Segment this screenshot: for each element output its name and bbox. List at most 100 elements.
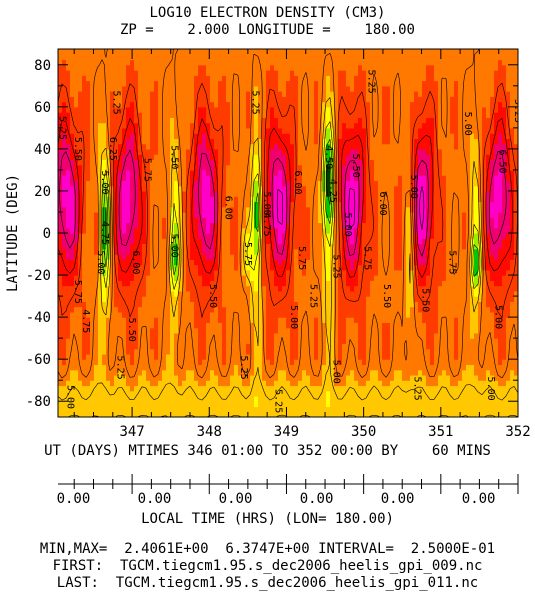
contour-cell: [198, 101, 203, 108]
contour-cell: [146, 164, 151, 171]
contour-cell: [326, 117, 331, 124]
contour-cell: [106, 317, 111, 323]
contour-cell: [238, 380, 243, 387]
contour-cell: [182, 338, 187, 344]
contour-cell: [298, 164, 303, 171]
contour-cell: [222, 301, 227, 308]
contour-cell: [78, 374, 83, 381]
contour-cell: [258, 322, 263, 329]
contour-cell: [114, 243, 119, 250]
contour-cell: [342, 296, 347, 302]
contour-cell: [210, 54, 215, 61]
contour-cell: [242, 233, 247, 239]
contour-cell: [282, 91, 287, 97]
contour-cell: [222, 196, 227, 203]
contour-cell: [146, 101, 151, 108]
contour-cell: [62, 338, 67, 344]
contour-cell: [230, 275, 235, 281]
contour-cell: [114, 101, 119, 108]
contour-cell: [74, 80, 79, 87]
contour-cell: [150, 353, 155, 360]
contour-cell: [94, 85, 99, 92]
contour-cell: [286, 85, 291, 92]
contour-cell: [322, 280, 327, 287]
contour-cell: [178, 154, 183, 160]
contour-cell: [122, 227, 127, 234]
contour-cell: [162, 259, 167, 266]
contour-cell: [174, 275, 179, 281]
contour-cell: [70, 401, 75, 408]
contour-cell: [258, 190, 263, 197]
contour-cell: [226, 80, 231, 87]
contour-cell: [130, 332, 135, 339]
contour-cell: [170, 59, 175, 66]
contour-cell: [330, 233, 335, 239]
contour-cell: [270, 338, 275, 344]
contour-cell: [214, 49, 219, 55]
contour-cell: [126, 185, 131, 192]
contour-cell: [114, 280, 119, 287]
contour-cell: [334, 175, 339, 182]
contour-cell: [218, 332, 223, 339]
contour-cell: [78, 159, 83, 166]
contour-cell: [134, 233, 139, 239]
contour-cell: [334, 196, 339, 203]
contour-cell: [90, 196, 95, 203]
contour-cell: [70, 138, 75, 145]
contour-cell: [234, 311, 239, 318]
contour-cell: [278, 117, 283, 124]
contour-cell: [302, 385, 307, 392]
contour-cell: [306, 338, 311, 344]
contour-cell: [78, 301, 83, 308]
contour-cell: [118, 348, 123, 355]
contour-cell: [310, 369, 315, 376]
contour-cell: [334, 180, 339, 187]
contour-cell: [246, 164, 251, 171]
contour-cell: [254, 411, 259, 417]
contour-cell: [170, 269, 175, 276]
contour-cell: [342, 317, 347, 323]
contour-cell: [58, 248, 63, 255]
contour-cell: [258, 264, 263, 271]
contour-cell: [210, 49, 215, 55]
contour-cell: [126, 243, 131, 250]
contour-cell: [334, 127, 339, 134]
contour-cell: [246, 101, 251, 108]
contour-cell: [210, 369, 215, 376]
contour-cell: [310, 359, 315, 366]
contour-cell: [66, 332, 71, 339]
contour-cell: [182, 332, 187, 339]
contour-cell: [214, 75, 219, 82]
contour-cell: [182, 185, 187, 192]
contour-cell: [238, 364, 243, 371]
contour-cell: [242, 217, 247, 224]
contour-cell: [174, 80, 179, 87]
contour-cell: [310, 269, 315, 276]
contour-cell: [186, 275, 191, 281]
contour-cell: [218, 385, 223, 392]
contour-cell: [298, 369, 303, 376]
contour-cell: [74, 264, 79, 271]
contour-cell: [314, 54, 319, 61]
contour-cell: [66, 106, 71, 113]
contour-cell: [246, 201, 251, 208]
contour-cell: [102, 254, 107, 260]
contour-cell: [170, 70, 175, 76]
contour-cell: [142, 148, 147, 155]
contour-cell: [118, 164, 123, 171]
contour-cell: [206, 190, 211, 197]
contour-cell: [98, 127, 103, 134]
contour-cell: [70, 133, 75, 139]
contour-cell: [118, 338, 123, 344]
contour-cell: [114, 322, 119, 329]
contour-cell: [106, 159, 111, 166]
contour-cell: [318, 254, 323, 260]
contour-cell: [262, 369, 267, 376]
contour-cell: [110, 196, 115, 203]
contour-cell: [286, 359, 291, 366]
contour-cell: [58, 390, 63, 397]
contour-cell: [166, 122, 171, 129]
contour-cell: [186, 59, 191, 66]
contour-cell: [178, 264, 183, 271]
contour-cell: [230, 296, 235, 302]
